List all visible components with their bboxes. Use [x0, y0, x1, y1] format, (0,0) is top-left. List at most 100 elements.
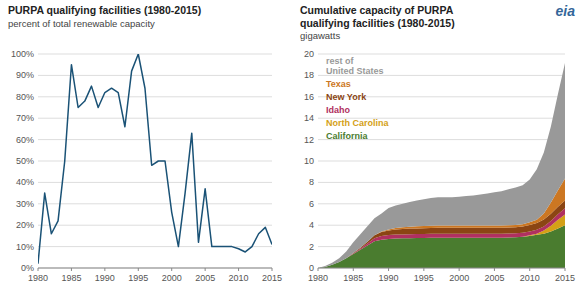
- x-tick: [565, 268, 566, 271]
- figure: PURPA qualifying facilities (1980-2015) p…: [0, 0, 583, 292]
- title: Cumulative capacity of PURPAqualifying f…: [300, 4, 455, 29]
- x-tick-label: 2010: [229, 273, 249, 283]
- grid-line: [38, 268, 272, 269]
- y-tick-label: 40%: [16, 177, 34, 187]
- y-tick-label: 50%: [16, 156, 34, 166]
- grid-line: [38, 139, 272, 140]
- legend-line: Texas: [326, 79, 351, 89]
- x-tick: [38, 268, 39, 271]
- legend: rest ofUnited States Texas New York Idaho No…: [326, 56, 389, 141]
- x-tick-label: 1985: [343, 273, 363, 283]
- legend-line: California: [326, 131, 369, 141]
- legend-line: New York: [326, 92, 367, 102]
- x-tick: [318, 268, 319, 271]
- title-line: PURPA qualifying facilities (1980-2015): [8, 4, 201, 16]
- x-tick: [353, 268, 354, 271]
- y-tick-label: 90%: [16, 70, 34, 80]
- line: [38, 54, 272, 264]
- x-tick: [238, 268, 239, 271]
- x-tick-label: 2005: [484, 273, 504, 283]
- legend-line: Idaho: [326, 105, 351, 115]
- legend-line: rest of: [326, 56, 355, 66]
- y-tick-label: 0%: [21, 263, 34, 273]
- title-line: Cumulative capacity of PURPA: [300, 4, 454, 16]
- x-tick: [459, 268, 460, 271]
- y-tick-label: 10: [304, 156, 314, 166]
- grid-line: [38, 118, 272, 119]
- x-tick: [529, 268, 530, 271]
- subtitle: percent of total renewable capacity: [8, 18, 155, 29]
- x-tick: [104, 268, 105, 271]
- x-tick: [494, 268, 495, 271]
- legend-line: North Carolina: [326, 118, 389, 128]
- grid-line: [38, 96, 272, 97]
- x-tick-label: 1990: [95, 273, 115, 283]
- x-tick-label: 2005: [195, 273, 215, 283]
- x-tick: [71, 268, 72, 271]
- y-tick-label: 16: [304, 92, 314, 102]
- y-tick-label: 2: [309, 242, 314, 252]
- y-tick-label: 0: [309, 263, 314, 273]
- y-tick-label: 8: [309, 177, 314, 187]
- subtitle: gigawatts: [300, 30, 340, 41]
- grid-line: [38, 182, 272, 183]
- y-axis: 0 2 4 6 8 10 12 14 16 18 20: [304, 49, 565, 273]
- x-tick-label: 2000: [162, 273, 182, 283]
- legend-entry: California: [326, 131, 369, 141]
- y-tick-label: 14: [304, 113, 314, 123]
- grid-line: [318, 268, 565, 269]
- legend-entry: North Carolina: [326, 118, 389, 128]
- x-tick: [423, 268, 424, 271]
- y-tick-label: 100%: [11, 49, 34, 59]
- grid-line: [318, 54, 565, 55]
- grid-line: [38, 54, 272, 55]
- y-tick-label: 20: [304, 49, 314, 59]
- grid-line: [38, 203, 272, 204]
- y-axis: 0%10%20%30%40%50%60%70%80%90%100%: [11, 49, 272, 273]
- y-tick-label: 80%: [16, 92, 34, 102]
- x-axis: 19801985199019952000200520102015: [28, 268, 282, 283]
- legend-line: United States: [326, 66, 384, 76]
- y-tick-label: 18: [304, 70, 314, 80]
- title-line: qualifying facilities (1980-2015): [300, 17, 455, 29]
- area: [318, 63, 565, 268]
- x-axis: 1980 1985 1990 1995 2000 2005 2010 2015: [308, 268, 575, 283]
- y-tick-label: 60%: [16, 135, 34, 145]
- x-tick-label: 1980: [308, 273, 328, 283]
- y-tick-label: 30%: [16, 199, 34, 209]
- plot-area: [318, 63, 565, 268]
- y-tick-label: 6: [309, 199, 314, 209]
- x-tick: [388, 268, 389, 271]
- x-tick: [272, 268, 273, 271]
- y-tick-label: 12: [304, 135, 314, 145]
- x-tick-label: 1990: [379, 273, 399, 283]
- title: PURPA qualifying facilities (1980-2015): [8, 4, 201, 16]
- legend-entry: Texas: [326, 79, 351, 89]
- annotation: eia: [556, 3, 576, 19]
- y-tick-label: 4: [309, 220, 314, 230]
- grid-line: [38, 161, 272, 162]
- chart-area: Cumulative capacity of PURPAqualifying f…: [300, 3, 575, 283]
- y-tick-label: 20%: [16, 220, 34, 230]
- x-tick: [171, 268, 172, 271]
- y-tick-label: 10%: [16, 242, 34, 252]
- x-tick-label: 2015: [555, 273, 575, 283]
- x-tick: [138, 268, 139, 271]
- legend-entry: rest ofUnited States: [326, 56, 384, 76]
- plot-area: [38, 54, 272, 264]
- grid-line: [38, 246, 272, 247]
- chart-line: PURPA qualifying facilities (1980-2015) p…: [8, 4, 282, 283]
- x-tick-label: 1995: [414, 273, 434, 283]
- x-axis-line: [38, 268, 272, 269]
- x-tick: [205, 268, 206, 271]
- x-tick-label: 1995: [128, 273, 148, 283]
- grid-line: [38, 225, 272, 226]
- legend-entry: Idaho: [326, 105, 351, 115]
- legend-entry: New York: [326, 92, 367, 102]
- grid-line: [318, 161, 565, 162]
- x-tick-label: 2010: [520, 273, 540, 283]
- x-tick-label: 1980: [28, 273, 48, 283]
- x-tick-label: 2015: [262, 273, 282, 283]
- x-axis-line: [318, 268, 565, 269]
- x-tick-label: 2000: [449, 273, 469, 283]
